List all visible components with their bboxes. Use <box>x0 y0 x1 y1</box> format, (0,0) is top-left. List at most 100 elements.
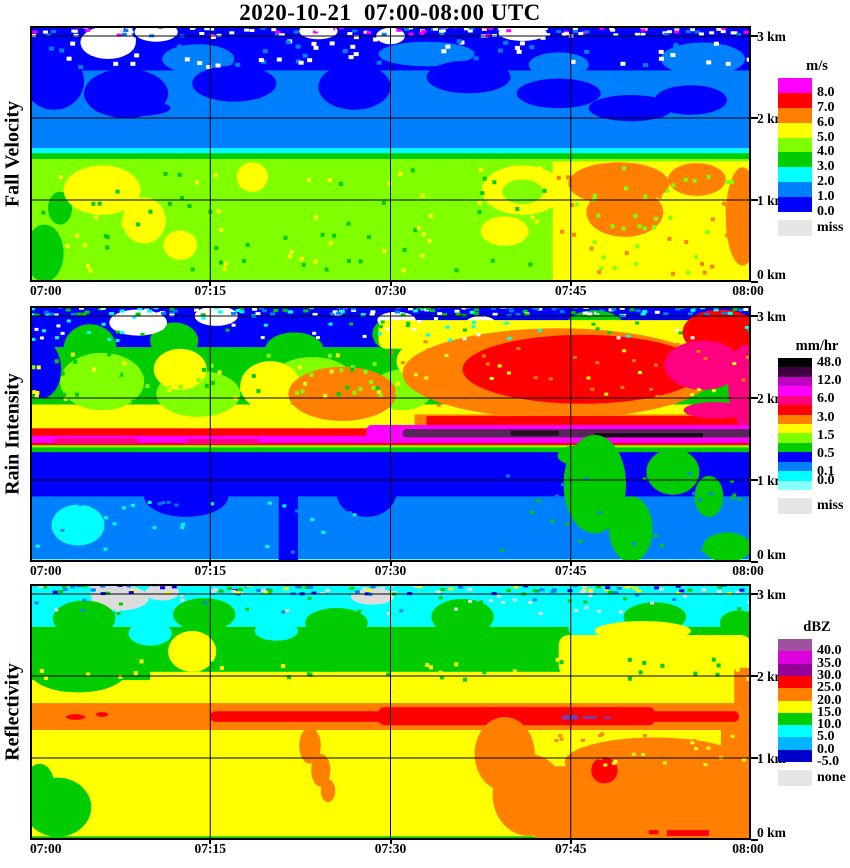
time-tick-label: 08:00 <box>732 563 764 578</box>
colorbar-cell <box>778 712 812 726</box>
colorbar-missing-cell <box>778 770 812 786</box>
colorbar-cell <box>778 182 812 198</box>
colorbar-cell <box>778 358 812 368</box>
colorbar-tick-label: 3.0 <box>817 159 835 175</box>
colorbar-tick-label: 48.0 <box>817 354 842 370</box>
height-tick-label: 3 km <box>757 587 786 602</box>
colorbar-cell <box>778 452 812 463</box>
colorbar-tick-label: 5.0 <box>817 729 835 745</box>
height-tick-label: 3 km <box>757 29 786 44</box>
colorbar-cell <box>778 395 812 406</box>
colorbar-cell <box>778 197 812 213</box>
axis-tick-right <box>751 281 758 283</box>
colorbar-tick-label: 35.0 <box>817 655 842 671</box>
axis-tick-bottom <box>389 840 392 844</box>
colorbar-missing-cell <box>778 220 812 236</box>
colorbar-cell <box>778 414 812 425</box>
panel-border <box>30 26 751 282</box>
colorbar-cell <box>778 424 812 434</box>
time-tick-label: 07:15 <box>194 283 227 298</box>
colorbar-tick-label: 25.0 <box>817 680 842 696</box>
axis-tick-bottom <box>209 840 212 844</box>
colorbar-tick-label: 8.0 <box>817 84 835 100</box>
colorbar-cell <box>778 433 812 444</box>
axis-tick-bottom <box>569 282 572 286</box>
time-tick-label: 07:30 <box>374 283 407 298</box>
panel-reflectivity-field <box>30 584 751 840</box>
colorbar-cell <box>778 107 812 124</box>
axis-tick-bottom <box>389 562 392 566</box>
colorbar-cell <box>778 367 812 378</box>
colorbar-cell <box>778 471 812 482</box>
colorbar-tick-label: 1.5 <box>817 428 835 444</box>
colorbar-tick-label: 6.0 <box>817 391 835 407</box>
colorbar-cell <box>778 675 812 689</box>
page-title: 2020-10-21 07:00-08:00 UTC <box>239 0 541 25</box>
panel-fall-velocity-field <box>30 26 751 282</box>
panel-title-reflectivity: Reflectivity <box>1 663 24 761</box>
axis-tick-right <box>751 479 758 481</box>
colorbar-missing-label: miss <box>817 220 844 235</box>
time-tick-label: 07:30 <box>374 841 407 856</box>
colorbar-tick-label: 0.0 <box>817 741 835 757</box>
colorbar-tick-label: 20.0 <box>817 692 842 708</box>
colorbar-tick-label: 30.0 <box>817 667 842 683</box>
colorbar-unit-label: mm/hr <box>795 338 839 354</box>
colorbar-unit-label: m/s <box>806 58 828 74</box>
colorbar-tick-label: 0.5 <box>817 446 835 462</box>
time-tick-label: 08:00 <box>732 841 764 856</box>
colorbar-unit-label: dBZ <box>803 619 831 635</box>
colorbar-cell <box>778 386 812 397</box>
height-tick-label: 0 km <box>757 547 786 562</box>
time-tick-label: 07:00 <box>30 841 62 856</box>
colorbar-cell <box>778 405 812 416</box>
height-tick-label: 3 km <box>757 309 786 324</box>
colorbar-cell <box>778 376 812 387</box>
panel-border <box>30 306 751 562</box>
colorbar-tick-label: 12.0 <box>817 372 842 388</box>
axis-tick-bottom <box>389 282 392 286</box>
colorbar-cell <box>778 651 812 665</box>
colorbar-cell <box>778 480 812 491</box>
colorbar-cell <box>778 92 812 109</box>
axis-tick-right <box>751 593 758 595</box>
colorbar-tick-label: 3.0 <box>817 410 835 426</box>
axis-tick-bottom <box>569 840 572 844</box>
axis-tick-right <box>751 757 758 759</box>
axis-tick-right <box>751 839 758 841</box>
colorbar-tick-label: 15.0 <box>817 704 842 720</box>
colorbar-cell <box>778 461 812 472</box>
colorbar-cell <box>778 639 812 652</box>
axis-tick-bottom <box>209 562 212 566</box>
panel-title-rain-intensity: Rain Intensity <box>1 373 24 495</box>
axis-tick-right <box>751 397 758 399</box>
height-tick-label: 0 km <box>757 825 786 840</box>
colorbar-tick-label: 10.0 <box>817 717 842 733</box>
height-tick-label: 0 km <box>757 267 786 282</box>
time-tick-label: 08:00 <box>732 283 764 298</box>
axis-tick-right <box>751 315 758 317</box>
colorbar-cell <box>778 167 812 183</box>
axis-tick-bottom <box>569 562 572 566</box>
panel-border <box>30 584 751 840</box>
colorbar-cell <box>778 152 812 168</box>
axis-tick-right <box>751 199 758 201</box>
colorbar-tick-label: 1.0 <box>817 189 835 205</box>
axis-tick-right <box>751 561 758 563</box>
colorbar-cell <box>778 749 812 763</box>
colorbar-tick-label: 5.0 <box>817 129 835 145</box>
colorbar-cell <box>778 122 812 139</box>
colorbar-tick-label: 7.0 <box>817 99 835 115</box>
axis-tick-right <box>751 35 758 37</box>
time-tick-label: 07:45 <box>555 283 587 298</box>
colorbar-missing-label: none <box>817 770 846 785</box>
colorbar-tick-label: 4.0 <box>817 144 835 160</box>
colorbar-tick-label: 40.0 <box>817 643 842 659</box>
colorbar-cell <box>778 688 812 701</box>
panel-rain-intensity-field <box>30 306 751 562</box>
colorbar-cell <box>778 737 812 751</box>
time-tick-label: 07:45 <box>555 563 587 578</box>
colorbar-missing-cell <box>778 498 812 514</box>
panel-title-fall-velocity: Fall Velocity <box>1 100 24 208</box>
